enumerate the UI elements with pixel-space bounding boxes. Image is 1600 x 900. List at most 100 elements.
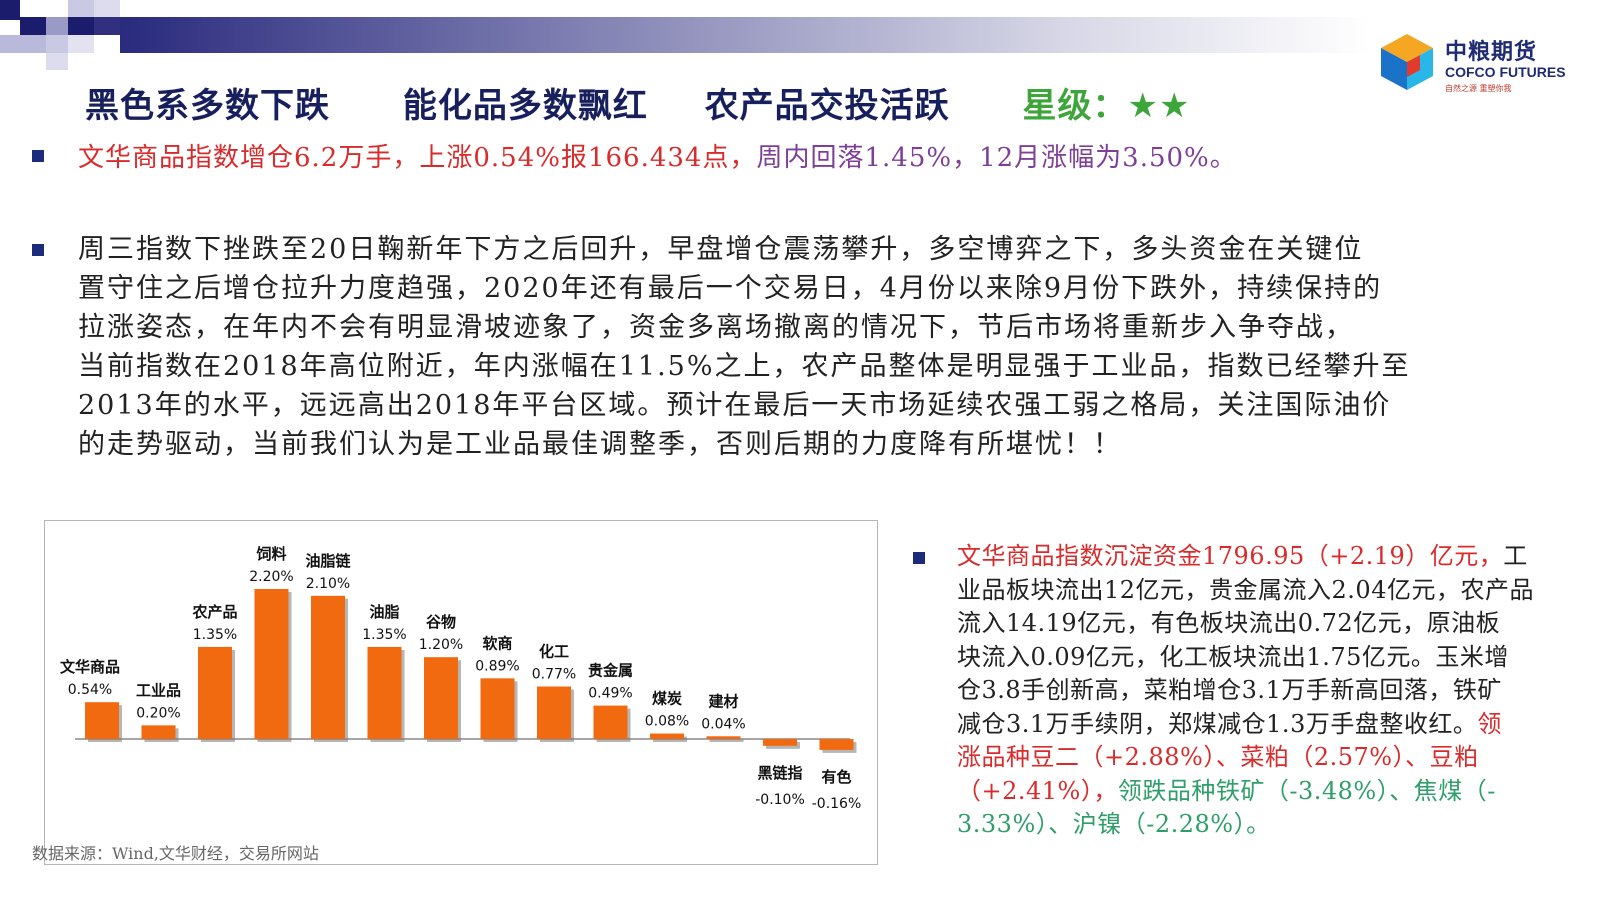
banner-square [46,53,68,70]
fund-flow-line: 3.33%）、沪镍（-2.28%）。 [957,808,1572,842]
data-label: 1.20% [419,637,463,653]
fund-flow-text: 仓3.8手创新高，菜粕增仓3.1万手新高回落，铁矿 [957,676,1502,704]
analysis-line: 置守住之后增仓拉升力度趋强，2020年还有最后一个交易日，4月份以来除9月份下跌… [78,273,1383,304]
title-agriculture: 农产品交投活跃 [704,86,950,126]
category-label: 工业品 [136,681,181,699]
category-label: 有色 [821,768,851,786]
fund-flow-text: 领 [1477,709,1502,738]
star-rating: 星级：★★ [1022,86,1191,126]
fund-flow-text: 业品板块流出12亿元，贵金属流入2.04亿元，农产品 [957,575,1534,604]
bullet-icon [32,244,44,256]
banner-square [46,17,68,35]
bar-0 [85,702,119,739]
bar-2 [198,646,232,739]
fund-flow-line: 块流入0.09亿元，化工板块流出1.75亿元。玉米增 [957,641,1572,675]
banner-square [94,0,120,17]
data-label: 1.35% [193,627,237,643]
fund-flow-text: 文华商品指数沉淀资金1796.95（+2.19）亿元， [957,542,1504,570]
banner-square [0,35,46,53]
fund-flow-line: 流入14.19亿元，有色板块流出0.72亿元，原油板 [957,607,1572,641]
cofco-logo: 中粮期货 COFCO FUTURES 自然之源 重塑你我 [1375,30,1575,100]
sector-change-chart: 文华商品 0.54% 工业品 0.20% 农产品 1.35% 饲料 2.20% 油脂链 2.10%… [44,520,878,865]
bar-shadow [653,736,687,742]
bar-11 [706,736,741,739]
fund-flow-text: 流入14.19亿元，有色板块流出0.72亿元，原油板 [957,609,1501,637]
fund-flow-line: 涨品种豆二（+2.88%）、菜粕（2.57%）、豆粕 [957,741,1572,775]
fund-flow-text: 减仓3.1万手续阴，郑煤减仓1.3万手盘整收红。 [957,709,1478,738]
data-label: 1.35% [362,627,406,643]
category-label: 油脂链 [305,552,351,570]
category-label: 煤炭 [652,690,682,708]
fund-flow-line: 仓3.8手创新高，菜粕增仓3.1万手新高回落，铁矿 [957,674,1572,708]
fund-flow-text: 领跌品种铁矿（-3.48%）、焦煤（- [1117,776,1496,805]
cofco-logo-icon [1381,34,1433,90]
fund-flow-text: 涨品种豆二（+2.88%）、菜粕（2.57%）、豆粕 [957,743,1479,771]
data-label: 0.89% [475,658,519,674]
fund-flow-line: 业品板块流出12亿元，贵金属流入2.04亿元，农产品 [957,574,1572,608]
category-label: 化工 [539,643,569,661]
bar-shadow [709,739,744,742]
bar-12 [763,739,797,746]
bar-10 [650,733,684,739]
category-label: 黑链指 [757,764,802,782]
analysis-line: 拉涨姿态，在年内不会有明显滑坡迹象了，资金多离场撤离的情况下，节后市场将重新步入… [78,312,1354,343]
data-label: 0.49% [588,686,632,702]
data-label: 2.10% [306,576,350,592]
bar-9 [593,705,628,739]
category-label: 油脂 [369,603,399,621]
data-label: 0.54% [68,682,112,698]
banner-square [94,17,120,35]
logo-slogan: 自然之源 重塑你我 [1445,84,1512,93]
data-label: 0.04% [701,716,745,732]
fund-flow-line: 文华商品指数沉淀资金1796.95（+2.19）亿元，工 [957,540,1572,574]
data-label: 0.77% [532,667,576,683]
data-label: -0.10% [755,792,805,808]
bar-3 [254,589,289,739]
fund-flow-line: （+2.41%），领跌品种铁矿（-3.48%）、焦煤（- [957,775,1572,809]
fund-flow-text: 3.33%）、沪镍（-2.28%）。 [957,810,1271,838]
bar-4 [311,595,345,739]
bar-8 [537,686,571,739]
chart-source: 数据来源：Wind,文华财经，交易所网站 [32,844,319,863]
category-label: 贵金属 [588,662,633,680]
analysis-line: 当前指数在2018年高位附近，年内涨幅在11.5%之上，农产品整体是明显强于工业… [78,351,1411,382]
bar-13 [819,739,854,750]
index-summary: 文华商品指数增仓6.2万手，上涨0.54%报166.434点，周内回落1.45%… [78,137,1237,174]
banner-square [46,35,68,53]
bar-7 [480,678,515,739]
fund-flow-text: 工 [1503,542,1528,570]
data-label: 0.20% [136,705,180,721]
analysis-line: 2013年的水平，远远高出2018年平台区域。预计在最后一天市场延续农强工弱之格… [78,390,1392,421]
index-summary-main: 文华商品指数增仓6.2万手，上涨0.54%报166.434点， [78,143,757,173]
category-label: 软商 [482,634,512,652]
fund-flow-text: 块流入0.09亿元，化工板块流出1.75亿元。玉米增 [957,642,1509,671]
header-gradient-bar [120,17,1370,53]
analysis-line: 周三指数下挫跌至20日鞠新年下方之后回升，早盘增仓震荡攀升，多空博弈之下，多头资… [78,234,1364,265]
title-energy-chemical: 能化品多数飘红 [402,86,648,126]
market-analysis: 周三指数下挫跌至20日鞠新年下方之后回升，早盘增仓震荡攀升，多空博弈之下，多头资… [78,230,1548,464]
sector-bar-chart: 文华商品 0.54% 工业品 0.20% 农产品 1.35% 饲料 2.20% 油脂链 2.10%… [60,545,861,812]
bar-6 [424,657,458,739]
banner-square [0,0,20,20]
category-label: 谷物 [426,613,456,631]
banner-square [68,35,94,53]
page-title: 黑色系多数下跌 能化品多数飘红 农产品交投活跃 星级：★★ [85,78,1191,126]
category-label: 饲料 [255,545,286,563]
bullet-icon [32,150,44,162]
fund-flow-summary: 文华商品指数沉淀资金1796.95（+2.19）亿元，工 业品板块流出12亿元，贵… [957,540,1572,842]
bar-1 [141,725,176,739]
fund-flow-text: （+2.41%）， [957,776,1118,805]
title-black-series: 黑色系多数下跌 [85,86,330,126]
fund-flow-line: 减仓3.1万手续阴，郑煤减仓1.3万手盘整收红。领 [957,708,1572,742]
category-label: 文华商品 [60,658,120,676]
header-banner [0,0,1600,70]
category-label: 农产品 [191,603,237,621]
category-label: 建材 [708,692,738,710]
analysis-line: 的走势驱动，当前我们认为是工业品最佳调整季，否则后期的力度降有所堪忧！！ [78,429,1122,460]
banner-square [68,17,94,35]
banner-square [68,0,94,17]
data-label: 2.20% [249,569,293,585]
bullet-icon [913,552,925,564]
banner-square [20,17,46,35]
logo-name-en: COFCO FUTURES [1445,64,1566,80]
